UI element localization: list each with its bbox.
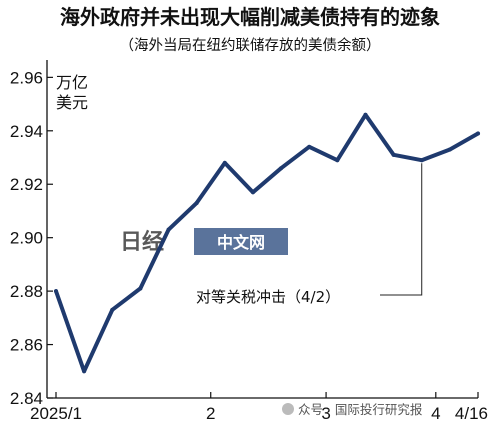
chart-subtitle: （海外当局在纽约联储存放的美债余额）	[120, 36, 381, 54]
unit-label-line2: 美元	[56, 93, 88, 112]
x-tick-label: 3	[321, 404, 330, 423]
data-point	[194, 200, 199, 205]
data-point	[335, 158, 340, 163]
x-axis: 2025/1 2 3 4 4/16	[30, 392, 488, 423]
y-tick-label: 2.92	[10, 175, 43, 194]
y-tick-label: 2.96	[10, 68, 43, 87]
data-point	[476, 131, 480, 136]
y-axis: 2.84 2.86 2.88 2.90 2.92 2.94 2.96	[10, 60, 53, 408]
series-line	[54, 112, 480, 374]
data-point	[391, 152, 396, 157]
watermark-label-box	[194, 228, 288, 255]
data-point	[447, 147, 452, 152]
wechat-icon	[282, 403, 294, 415]
chart-title: 海外政府并未出现大幅削减美债持有的迹象	[60, 5, 440, 29]
data-point	[110, 307, 115, 312]
y-tick-label: 2.88	[10, 282, 43, 301]
unit-label-line1: 万亿	[56, 73, 88, 92]
annotation-leader	[380, 163, 423, 296]
source-text: 众号 · 国际投行研究报	[298, 402, 423, 417]
annotation-text: 对等关税冲击（4/2）	[196, 288, 340, 306]
annotation: 对等关税冲击（4/2）	[196, 163, 423, 306]
data-point	[279, 166, 284, 171]
data-point	[82, 369, 87, 374]
plot-area	[54, 112, 480, 374]
y-tick-label: 2.84	[10, 389, 43, 408]
watermark: 日经 中文网	[120, 228, 288, 255]
y-tick-label: 2.90	[10, 229, 43, 248]
data-point	[166, 227, 171, 232]
data-point	[363, 112, 368, 117]
x-tick-label: 4	[431, 404, 440, 423]
data-point	[250, 190, 255, 195]
data-point	[419, 158, 424, 163]
watermark-label: 中文网	[217, 233, 265, 252]
data-point	[222, 160, 227, 165]
y-tick-label: 2.86	[10, 336, 43, 355]
data-point	[54, 289, 58, 294]
x-tick-label: 2	[206, 404, 215, 423]
data-point	[307, 144, 312, 149]
data-point	[138, 286, 143, 291]
y-tick-label: 2.94	[10, 122, 43, 141]
x-tick-label: 2025/1	[30, 404, 82, 423]
x-tick-label: 4/16	[455, 404, 488, 423]
source-line: 众号 · 国际投行研究报	[282, 402, 423, 417]
